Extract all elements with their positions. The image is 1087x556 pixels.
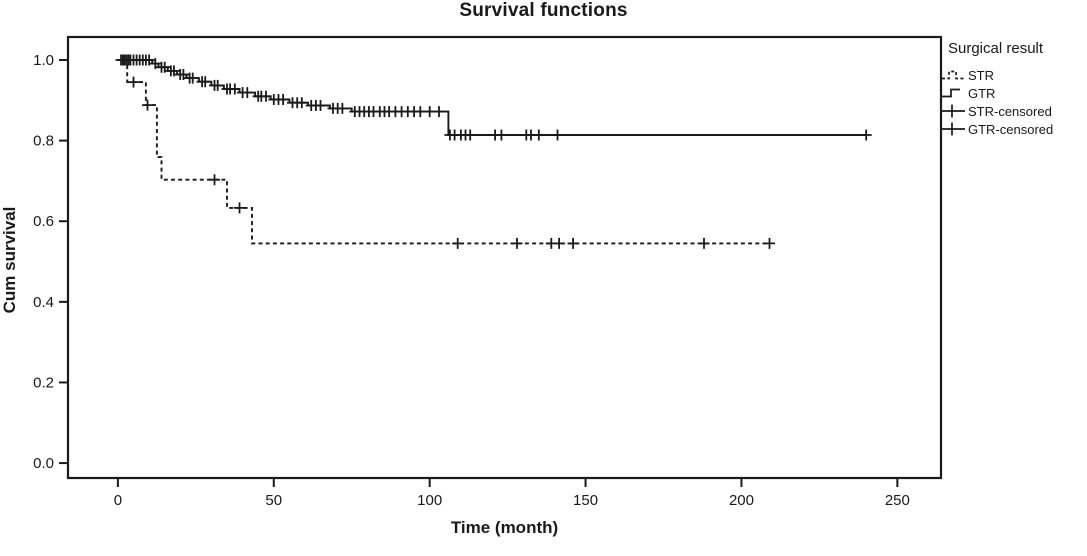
gtr-censored-marks — [115, 54, 872, 141]
str-dashed-line-icon — [942, 70, 965, 80]
y-tick-label: 0.4 — [33, 294, 54, 311]
plus-censor-icon — [942, 122, 965, 136]
gtr-solid-line-icon — [942, 88, 960, 98]
x-tick-label: 250 — [885, 492, 910, 509]
legend-item-label: STR — [968, 67, 994, 83]
str-survival-curve — [117, 59, 770, 245]
y-tick-label: 1.0 — [33, 52, 54, 69]
y-tick-label: 0.6 — [33, 213, 54, 230]
str-censored-marks — [128, 76, 775, 249]
x-tick-label: 0 — [114, 492, 122, 509]
x-tick-label: 200 — [729, 492, 754, 509]
legend-item-str-censored: STR-censored — [941, 102, 1084, 120]
legend-item-label: GTR — [968, 85, 996, 101]
y-tick-label: 0.8 — [33, 133, 54, 150]
y-tick-label: 0.0 — [33, 455, 54, 472]
x-tick-label: 50 — [265, 492, 282, 509]
gtr-survival-curve — [117, 59, 867, 136]
legend-item-str: STR — [941, 66, 1084, 84]
plus-censor-icon — [942, 104, 965, 118]
chart-title: Survival functions — [459, 0, 628, 21]
plot-frame — [66, 35, 943, 480]
legend-title: Surgical result — [948, 40, 1044, 57]
legend: Surgical result STR GTR STR-censored GTR… — [942, 40, 1084, 138]
legend-item-label: GTR-censored — [968, 121, 1054, 137]
x-tick-label: 100 — [417, 492, 442, 509]
y-axis-label: Cum survival — [0, 206, 19, 314]
legend-item-gtr-censored: GTR-censored — [941, 120, 1084, 138]
legend-item-label: STR-censored — [968, 103, 1052, 119]
x-axis-label: Time (month) — [450, 518, 559, 537]
legend-item-gtr: GTR — [941, 84, 1084, 102]
x-tick-label: 150 — [573, 492, 598, 509]
y-tick-label: 0.2 — [33, 374, 54, 391]
